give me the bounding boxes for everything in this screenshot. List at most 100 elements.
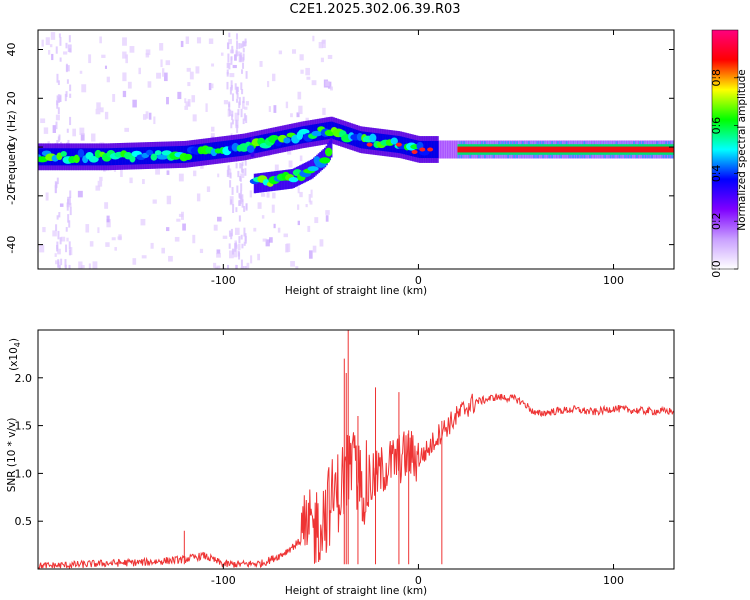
noise-speck [272, 73, 276, 82]
peak-band-edge [527, 141, 530, 145]
peak-band-edge [480, 154, 483, 159]
noise-streak [240, 266, 243, 269]
trace-blob [88, 155, 99, 163]
noise-speck [290, 261, 295, 267]
noise-speck [205, 103, 208, 112]
peak-band-edge [472, 141, 475, 145]
noise-speck [48, 49, 51, 55]
snr-ticks: -100 0 100 0.5 1.0 1.5 2.0 [15, 330, 674, 587]
noise-speck [265, 239, 270, 247]
peak-band-edge [580, 141, 583, 145]
trace-blob [94, 149, 102, 159]
noise-streak [227, 53, 230, 63]
secondary-trace-band [295, 166, 299, 187]
secondary-trace-band [314, 156, 317, 176]
noise-speck [166, 195, 172, 205]
noise-speck [297, 220, 301, 226]
noise-streak [55, 46, 58, 54]
trace-core [99, 148, 102, 166]
noise-speck [283, 233, 288, 238]
peak-band-edge [562, 141, 565, 145]
peak-band-edge [562, 154, 565, 159]
peak-band-edge [565, 141, 568, 145]
noise-speck [211, 63, 215, 67]
noise-speck [305, 67, 310, 76]
noise-streak [238, 54, 241, 63]
noise-speck [60, 236, 66, 242]
noise-streak [55, 224, 58, 231]
noise-streak [229, 87, 232, 95]
noise-streak [57, 107, 60, 115]
peak-band-edge [671, 141, 674, 145]
noise-speck [147, 81, 152, 88]
noise-streak [240, 108, 243, 118]
noise-speck [105, 242, 110, 247]
noise-streak [231, 187, 234, 195]
noise-streak [59, 237, 62, 245]
noise-speck [129, 177, 133, 184]
peak-band-edge [612, 141, 615, 145]
noise-speck [322, 107, 326, 115]
noise-speck [166, 170, 170, 175]
peak-band-edge [463, 154, 466, 159]
noise-streak [68, 264, 71, 269]
peak-band-edge [545, 141, 548, 145]
peak-band-edge [665, 141, 668, 145]
noise-streak [245, 203, 248, 210]
noise-speck [310, 189, 313, 198]
y-tick-label: 0.5 [15, 515, 33, 528]
peak-band-edge [633, 141, 636, 145]
noise-streak [238, 192, 241, 198]
noise-speck [122, 72, 127, 82]
noise-speck [186, 67, 191, 72]
trace-hotspot [366, 142, 373, 147]
noise-speck [88, 263, 91, 269]
peak-band-edge [554, 141, 557, 145]
noise-streak [226, 72, 229, 77]
noise-streak [235, 49, 238, 57]
noise-speck [69, 247, 73, 256]
peak-band-edge [539, 141, 542, 145]
peak-band-edge [472, 154, 475, 159]
trace-core [424, 140, 427, 159]
noise-speck [99, 36, 102, 44]
noise-speck [166, 96, 169, 105]
noise-speck [266, 192, 270, 198]
peak-band-edge [501, 154, 504, 159]
peak-band-edge [486, 154, 489, 159]
noise-streak [242, 47, 245, 53]
trace-core [436, 140, 439, 159]
noise-speck [49, 44, 53, 48]
noise-speck [168, 255, 173, 262]
noise-speck [227, 108, 231, 117]
noise-speck [325, 80, 330, 86]
noise-speck [106, 219, 111, 228]
noise-streak [228, 103, 231, 111]
peak-band-edge [580, 154, 583, 159]
trace-halo [455, 140, 459, 159]
peak-band-edge [586, 141, 589, 145]
peak-band-edge [650, 141, 653, 145]
noise-speck [165, 60, 171, 66]
peak-band-edge [489, 141, 492, 145]
peak-band-edge [507, 141, 510, 145]
noise-speck [193, 170, 197, 177]
noise-streak [238, 101, 241, 109]
peak-band-edge [515, 154, 518, 159]
noise-speck [208, 82, 212, 91]
peak-band-edge [457, 141, 460, 145]
noise-streak [241, 161, 244, 167]
noise-streak [231, 93, 234, 102]
noise-speck [145, 53, 150, 58]
noise-speck [234, 112, 239, 122]
noise-streak [228, 62, 231, 70]
noise-streak [240, 183, 243, 192]
noise-streak [242, 62, 245, 69]
y-tick-label: -40 [5, 236, 18, 254]
trace-blob [154, 150, 162, 156]
peak-band-edge [492, 154, 495, 159]
peak-band-edge [586, 154, 589, 159]
peak-band-edge [536, 141, 539, 145]
trace-halo [450, 140, 453, 159]
peak-band-edge [624, 141, 627, 145]
